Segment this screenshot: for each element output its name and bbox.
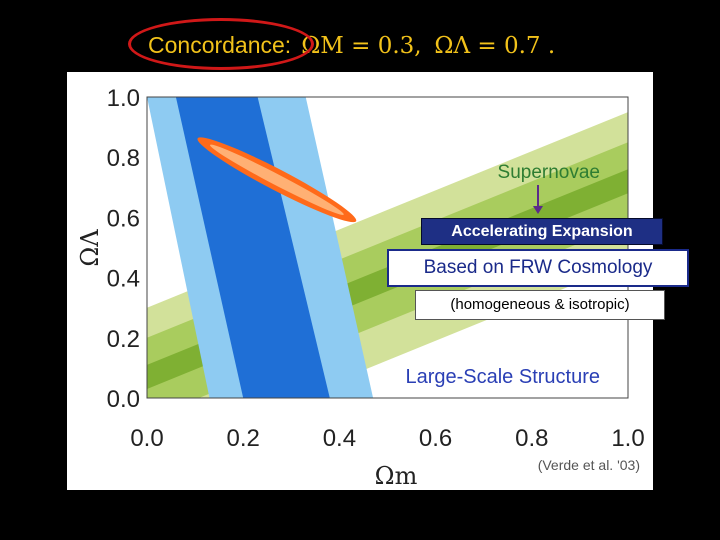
y-tick-label: 1.0 [107, 85, 140, 112]
title-omega-lambda: ΩΛ = 0.7 . [434, 33, 556, 59]
x-axis-label: Ωm [375, 462, 418, 490]
y-axis-label: ΩΛ [76, 229, 104, 267]
y-tick-label: 0.8 [107, 145, 140, 172]
title-omega-m: ΩM = 0.3, [301, 33, 422, 59]
supernovae-label: Supernovae [498, 162, 600, 183]
x-tick-label: 0.8 [515, 425, 548, 452]
frw-cosmology-box: Based on FRW Cosmology [387, 249, 689, 287]
homogeneous-isotropic-box: (homogeneous & isotropic) [415, 290, 665, 320]
highlight-oval [128, 18, 314, 70]
x-tick-label: 0.2 [227, 425, 260, 452]
plot-frame [146, 96, 629, 399]
x-tick-label: 1.0 [611, 425, 644, 452]
y-tick-label: 0.0 [107, 386, 140, 413]
y-tick-label: 0.4 [107, 266, 140, 293]
lss-contour-1sigma [175, 97, 330, 398]
x-tick-label: 0.0 [130, 425, 163, 452]
supernovae-arrow-head [533, 206, 543, 214]
x-tick-label: 0.6 [419, 425, 452, 452]
x-tick-label: 0.4 [323, 425, 356, 452]
y-tick-label: 0.6 [107, 205, 140, 232]
y-tick-label: 0.2 [107, 326, 140, 353]
lss-label: Large-Scale Structure [405, 366, 600, 388]
combined-contour-inner [209, 144, 344, 215]
accelerating-expansion-box: Accelerating Expansion [421, 218, 663, 245]
citation-label: (Verde et al. '03) [538, 457, 640, 473]
